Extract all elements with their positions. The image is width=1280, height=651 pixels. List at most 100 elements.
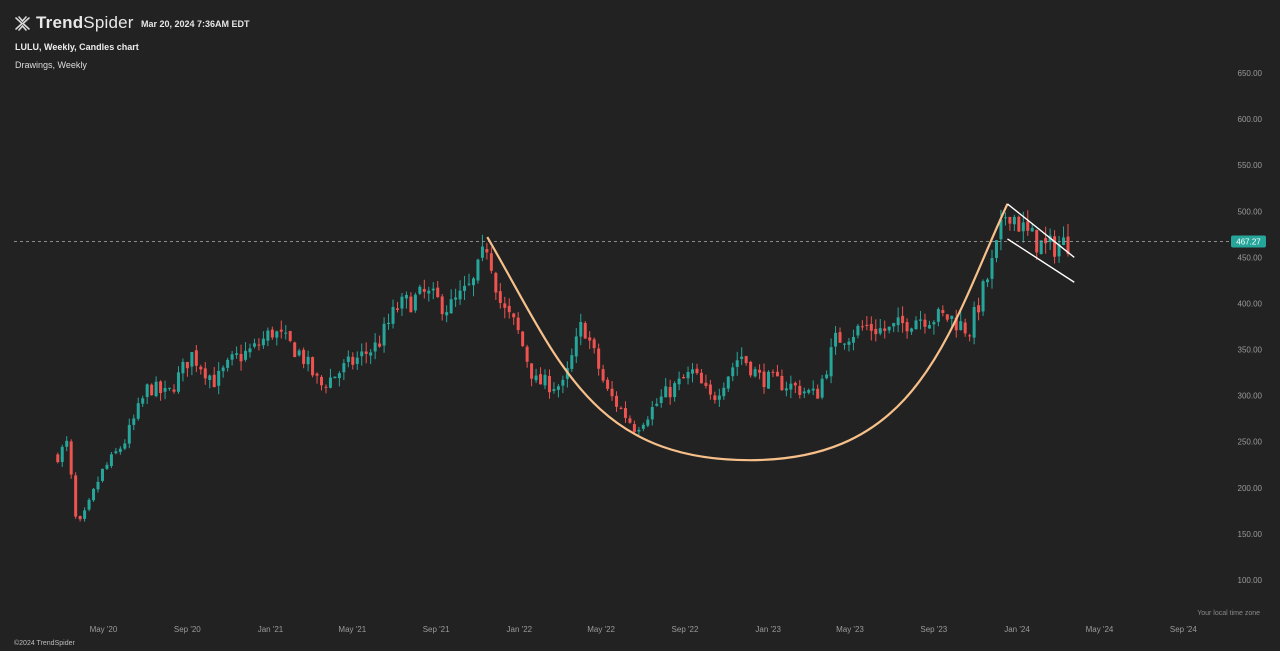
candle-body bbox=[673, 383, 677, 398]
candle-body bbox=[927, 325, 931, 329]
candle-body bbox=[431, 288, 435, 291]
last-price-label: 467.27 bbox=[1236, 237, 1261, 246]
candle-body bbox=[123, 443, 127, 449]
candle-body bbox=[793, 382, 797, 386]
candle-body bbox=[722, 387, 726, 397]
candle-body bbox=[941, 309, 945, 314]
candle-body bbox=[610, 388, 614, 397]
candle-body bbox=[373, 342, 377, 352]
candle-body bbox=[838, 332, 842, 343]
candle-body bbox=[56, 454, 60, 463]
candle-body bbox=[892, 323, 896, 327]
candle-body bbox=[601, 369, 605, 381]
candle-body bbox=[185, 361, 189, 369]
trendspider-logo-icon bbox=[15, 15, 30, 31]
candle-body bbox=[990, 258, 994, 279]
candle-body bbox=[579, 321, 583, 337]
drawings-legend[interactable]: Drawings, Weekly bbox=[15, 60, 87, 70]
candle-body bbox=[905, 322, 909, 332]
time-tick-label: May '20 bbox=[90, 625, 118, 634]
candle-body bbox=[471, 278, 475, 286]
candle-body bbox=[378, 343, 382, 347]
time-tick-label: Sep '20 bbox=[174, 625, 201, 634]
chart-title[interactable]: LULU, Weekly, Candles chart bbox=[15, 42, 139, 52]
time-tick-label: Jan '21 bbox=[258, 625, 284, 634]
candle-body bbox=[261, 338, 265, 346]
candle-body bbox=[324, 386, 328, 388]
candle-body bbox=[968, 335, 972, 337]
candle-body bbox=[257, 344, 261, 346]
candle-body bbox=[936, 309, 940, 322]
candle-body bbox=[704, 382, 708, 386]
candle-body bbox=[1039, 240, 1043, 255]
candle-body bbox=[60, 446, 64, 462]
candle-body bbox=[337, 373, 341, 379]
candle-body bbox=[780, 375, 784, 391]
candle-body bbox=[775, 371, 779, 377]
candle-body bbox=[977, 305, 981, 313]
candle-body bbox=[199, 366, 203, 370]
candle-body bbox=[677, 378, 681, 385]
price-tick-label: 150.00 bbox=[1238, 530, 1263, 539]
candle-body bbox=[355, 357, 359, 364]
cup-curve-drawing bbox=[486, 203, 1009, 462]
candle-body bbox=[382, 323, 386, 346]
price-tick-label: 100.00 bbox=[1238, 576, 1263, 585]
candle-body bbox=[641, 424, 645, 429]
candle-body bbox=[154, 381, 158, 397]
candle-body bbox=[320, 376, 324, 386]
chart-timestamp: Mar 20, 2024 7:36AM EDT bbox=[141, 19, 250, 29]
candle-body bbox=[248, 348, 252, 353]
candle-body bbox=[458, 290, 462, 300]
candle-body bbox=[1053, 236, 1057, 257]
candle-body bbox=[230, 354, 234, 360]
candle-body bbox=[208, 375, 212, 381]
candle-body bbox=[552, 389, 556, 391]
candle-body bbox=[918, 319, 922, 321]
candle-body bbox=[556, 386, 560, 390]
candle-body bbox=[400, 296, 404, 309]
candle-body bbox=[1062, 237, 1066, 245]
candle-body bbox=[503, 303, 507, 308]
candle-body bbox=[78, 516, 82, 520]
candle-body bbox=[717, 395, 721, 400]
price-tick-label: 250.00 bbox=[1238, 438, 1263, 447]
candle-body bbox=[816, 388, 820, 399]
candle-body bbox=[168, 387, 172, 389]
candle-body bbox=[96, 481, 100, 490]
candle-body bbox=[784, 388, 788, 391]
candle-body bbox=[865, 324, 869, 326]
time-tick-label: Jan '24 bbox=[1004, 625, 1030, 634]
candle-body bbox=[923, 319, 927, 327]
timezone-note[interactable]: Your local time zone bbox=[1197, 610, 1260, 617]
candle-body bbox=[883, 328, 887, 331]
candle-body bbox=[914, 320, 918, 330]
candle-body bbox=[235, 353, 239, 355]
candle-body bbox=[476, 259, 480, 281]
candle-body bbox=[480, 246, 484, 258]
candle-body bbox=[409, 296, 413, 313]
candle-body bbox=[83, 510, 87, 519]
candle-body bbox=[217, 370, 221, 386]
candle-body bbox=[628, 418, 632, 423]
candle-body bbox=[387, 322, 391, 325]
candle-body bbox=[686, 371, 690, 379]
candle-body bbox=[489, 253, 493, 271]
price-tick-label: 600.00 bbox=[1238, 115, 1263, 124]
candle-body bbox=[615, 395, 619, 407]
candle-body bbox=[570, 355, 574, 369]
candle-body bbox=[749, 361, 753, 376]
candle-body bbox=[172, 389, 176, 392]
candle-body bbox=[972, 307, 976, 338]
price-tick-label: 300.00 bbox=[1238, 392, 1263, 401]
candle-body bbox=[726, 376, 730, 389]
last-price-badge bbox=[1231, 235, 1266, 248]
candle-body bbox=[869, 323, 873, 331]
candle-body bbox=[650, 406, 654, 420]
candle-body bbox=[851, 336, 855, 343]
candle-body bbox=[561, 379, 565, 386]
candle-body bbox=[820, 378, 824, 398]
candle-body bbox=[597, 348, 601, 369]
candle-body bbox=[203, 368, 207, 379]
